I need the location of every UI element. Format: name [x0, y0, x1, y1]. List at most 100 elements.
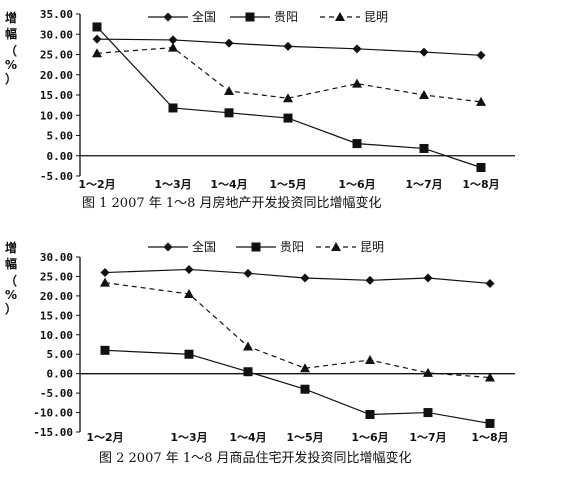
legend: 全国 贵阳 昆明	[148, 239, 384, 254]
data-point	[283, 93, 293, 103]
legend-marker	[163, 242, 173, 252]
series-昆明	[92, 42, 486, 106]
y-axis-label-char: 增	[5, 10, 17, 25]
data-point	[485, 278, 495, 288]
x-tick-label: 1～5月	[286, 431, 323, 444]
data-point	[365, 410, 375, 419]
data-point	[352, 139, 362, 149]
data-point	[476, 96, 486, 106]
data-point	[485, 418, 495, 428]
x-tick-label: 1～3月	[154, 178, 191, 191]
data-point	[224, 38, 234, 48]
series-贵阳	[100, 345, 495, 428]
data-point	[100, 277, 110, 287]
x-tick-label: 1～8月	[471, 431, 508, 444]
data-point	[92, 48, 102, 58]
legend-marker	[335, 12, 345, 21]
data-point	[352, 44, 362, 54]
data-point	[243, 268, 253, 278]
y-tick-label: 30.00	[40, 251, 73, 264]
legend-label: 贵阳	[280, 240, 304, 254]
y-tick-label: 0.00	[47, 150, 74, 163]
data-point	[365, 355, 375, 365]
x-tick-label: 1～8月	[462, 178, 499, 191]
data-point	[419, 143, 429, 153]
x-tick-label: 1～4月	[210, 178, 247, 191]
data-point	[92, 34, 102, 44]
y-tick-label: 0.00	[47, 368, 74, 381]
data-point	[283, 113, 293, 123]
y-axis-label-char: （	[5, 43, 17, 58]
y-axis-label-char: 幅	[5, 26, 17, 41]
data-point	[184, 349, 194, 359]
data-point	[352, 78, 362, 88]
data-point	[485, 372, 495, 382]
data-point	[168, 42, 178, 52]
y-tick-label: -15.00	[33, 426, 73, 439]
y-tick-label: 10.00	[40, 329, 73, 342]
legend-marker	[245, 12, 255, 22]
data-point	[243, 367, 253, 377]
legend-label: 全国	[192, 239, 216, 254]
x-tick-label: 1～6月	[338, 178, 375, 191]
data-point	[419, 47, 429, 57]
x-tick-label: 1～5月	[269, 178, 306, 191]
legend: 全国 贵阳 昆明	[148, 9, 388, 24]
y-tick-label: 15.00	[40, 309, 73, 322]
y-axis-label-char: 幅	[5, 256, 17, 271]
x-tick-label: 1～7月	[405, 178, 442, 191]
data-point	[423, 367, 433, 377]
x-tick-label: 1～4月	[229, 431, 266, 444]
y-axis-label-char: ）	[5, 301, 17, 316]
legend-marker	[251, 242, 261, 252]
x-tick-label: 1～6月	[351, 431, 388, 444]
legend-marker	[331, 242, 341, 251]
data-point	[283, 41, 293, 51]
data-point	[100, 268, 110, 278]
series-line	[104, 282, 491, 379]
y-tick-label: -10.00	[33, 407, 73, 420]
data-point	[243, 341, 253, 351]
data-point	[423, 408, 433, 418]
x-tick-label: 1～2月	[86, 431, 123, 444]
legend-marker	[163, 12, 173, 22]
data-point	[476, 50, 486, 60]
series-全国	[92, 34, 486, 60]
series-line	[104, 268, 491, 285]
y-tick-label: 30.00	[40, 28, 73, 41]
y-tick-label: 20.00	[40, 69, 73, 82]
x-tick-label: 1～3月	[170, 431, 207, 444]
y-axis-label-char: %	[5, 288, 17, 302]
data-point	[365, 275, 375, 285]
data-point	[300, 273, 310, 283]
series-昆明	[100, 277, 495, 382]
legend-label: 全国	[192, 9, 216, 24]
chart-1: 35.00 30.00 25.00 20.00 15.00 10.00 5.00 0.00 -5…	[5, 8, 515, 211]
legend-label: 昆明	[360, 240, 384, 254]
x-tick-label: 1～2月	[78, 178, 115, 191]
chart-2: 30.00 25.00 20.00 15.00 10.00 5.00 0.00 -5.00 -1…	[5, 239, 515, 466]
data-point	[300, 384, 310, 394]
y-tick-label: 20.00	[40, 290, 73, 303]
series-贵阳	[92, 22, 486, 172]
y-axis-label-char: %	[5, 58, 17, 72]
y-tick-label: 25.00	[40, 270, 73, 283]
y-tick-label: -5.00	[40, 387, 73, 400]
y-axis-label-char: ）	[5, 71, 17, 86]
data-point	[300, 363, 310, 373]
data-point	[184, 288, 194, 298]
y-tick-label: 25.00	[40, 49, 73, 62]
data-point	[168, 103, 178, 113]
series-全国	[100, 264, 495, 288]
data-point	[476, 162, 486, 172]
y-tick-label: 15.00	[40, 89, 73, 102]
y-axis-label-char: 增	[5, 240, 17, 255]
legend-label: 昆明	[364, 10, 388, 24]
data-point	[100, 345, 110, 355]
y-tick-label: 5.00	[47, 348, 74, 361]
data-point	[168, 35, 178, 45]
data-point	[423, 273, 433, 283]
y-tick-label: 35.00	[40, 8, 73, 21]
